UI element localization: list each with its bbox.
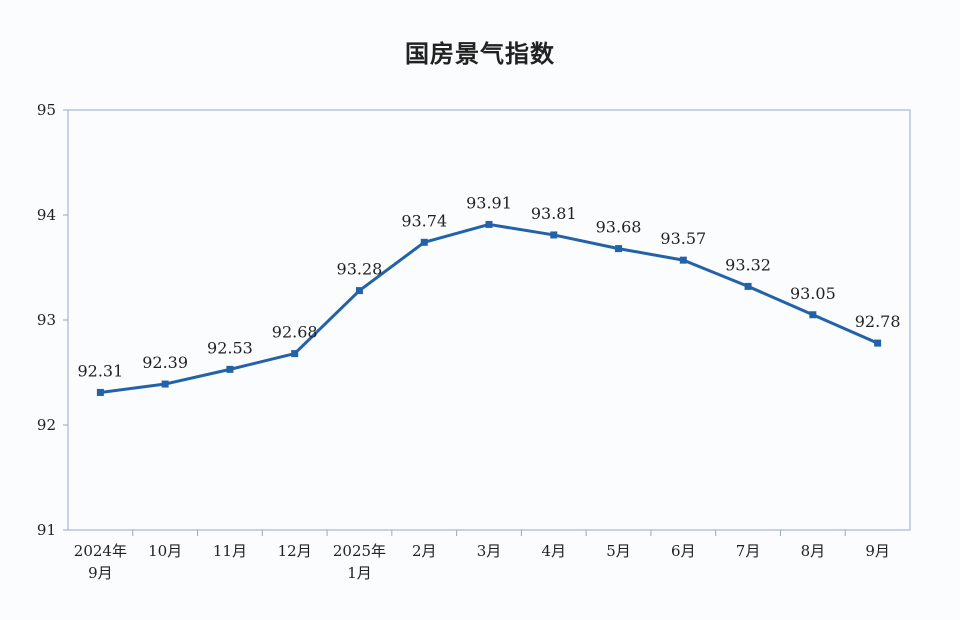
x-tick-label: 5月 [606,542,631,560]
data-point [161,380,169,388]
x-tick-label-line: 2024年 [74,542,127,560]
data-point [485,220,493,228]
data-point [550,231,558,239]
x-tick-label: 2月 [412,542,437,560]
data-label: 93.28 [337,260,383,279]
data-point [420,238,428,246]
x-tick-label: 8月 [801,542,826,560]
data-point [355,287,363,295]
y-tick-label: 94 [37,206,56,224]
x-tick-label: 4月 [541,542,566,560]
x-tick-label: 9月 [865,542,890,560]
y-tick-label: 92 [37,416,56,434]
data-label: 92.68 [272,323,318,342]
data-point [874,339,882,347]
x-tick-label: 2024年 9月 [74,542,127,582]
x-tick-label-line: 1月 [347,564,372,582]
data-label: 93.32 [725,255,771,274]
data-point [809,311,817,319]
x-tick-label: 2025年 1月 [333,542,386,582]
data-label: 93.81 [531,204,577,223]
x-tick-label-line: 11月 [213,542,247,560]
data-point [291,350,299,358]
data-label: 93.68 [596,218,642,237]
data-point [679,256,687,264]
x-tick-label-line: 10月 [148,542,182,560]
chart-title: 国房景气指数 [405,40,555,68]
y-tick-label: 95 [37,101,56,119]
data-label: 93.74 [401,211,447,230]
x-tick-label-line: 9月 [865,542,890,560]
data-label: 92.31 [77,361,123,380]
data-label: 92.39 [142,353,188,372]
x-tick-label-line: 4月 [541,542,566,560]
plot-frame [67,109,911,531]
y-tick-label: 93 [37,311,56,329]
data-label: 93.05 [790,284,836,303]
x-tick-label-line: 3月 [477,542,502,560]
x-tick-label: 6月 [671,542,696,560]
x-tick-label: 12月 [278,542,312,560]
data-point [744,282,752,290]
x-tick-label-line: 8月 [801,542,826,560]
data-label: 92.53 [207,338,253,357]
x-tick-label: 7月 [736,542,761,560]
x-tick-label-line: 6月 [671,542,696,560]
data-label: 93.57 [660,229,706,248]
data-label: 92.78 [855,312,901,331]
data-point [96,388,104,396]
x-tick-label-line: 2月 [412,542,437,560]
x-tick-label-line: 12月 [278,542,312,560]
data-point [226,365,234,373]
series-line [100,222,879,394]
data-label: 93.91 [466,193,512,212]
x-tick-label-line: 5月 [606,542,631,560]
x-tick-label-line: 2025年 [333,542,386,560]
x-tick-label-line: 7月 [736,542,761,560]
y-tick-label: 91 [37,521,56,539]
x-tick-label: 11月 [213,542,247,560]
x-tick-label: 10月 [148,542,182,560]
data-point [615,245,623,253]
x-tick-label-line: 9月 [88,564,113,582]
x-tick-label: 3月 [477,542,502,560]
